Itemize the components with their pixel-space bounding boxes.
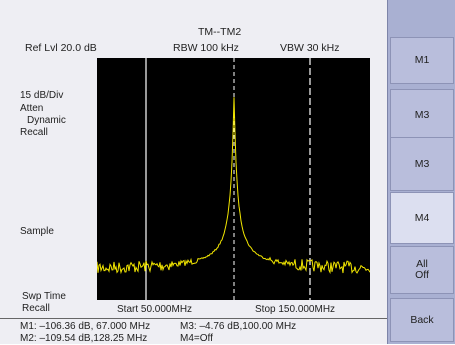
readout-divider	[0, 318, 387, 319]
sweep-time-label: Swp Time	[22, 291, 66, 302]
marker-m1-readout: M1: –106.36 dB, 67.000 MHz	[20, 321, 151, 332]
reference-level: Ref Lvl 20.0 dB	[25, 42, 97, 54]
softkey-label: M3	[414, 157, 430, 170]
softkey-m4[interactable]: M4	[390, 192, 454, 244]
atten-mode: Dynamic	[27, 115, 66, 126]
spectrum-trace-svg	[97, 58, 370, 300]
scale-per-division: 15 dB/Div	[20, 90, 64, 101]
atten-recall: Recall	[20, 127, 48, 138]
marker-m3-readout: M3: –4.76 dB,100.00 MHz	[180, 321, 297, 332]
spectrum-plot	[97, 58, 370, 300]
softkey-panel: M1 M3 M3 M4 All Off Back	[387, 0, 455, 344]
atten-label: Atten	[20, 103, 44, 114]
softkey-m3[interactable]: M3	[390, 89, 454, 142]
spectrum-trace	[97, 97, 370, 275]
softkey-m1[interactable]: M1	[390, 37, 454, 84]
start-frequency: Start 50.000MHz	[117, 304, 193, 315]
detector-mode: Sample	[20, 226, 54, 237]
marker-m2-readout: M2: –109.54 dB,128.25 MHz	[20, 333, 148, 344]
softkey-all-off[interactable]: All Off	[390, 246, 454, 294]
softkey-label: Back	[410, 313, 434, 326]
stop-frequency: Stop 150.000MHz	[255, 304, 336, 315]
display-area: TM--TM2 Ref Lvl 20.0 dB RBW 100 kHz VBW …	[0, 0, 387, 344]
softkey-back[interactable]: Back	[390, 298, 454, 342]
softkey-label: M4	[414, 211, 430, 224]
softkey-label: M3	[414, 109, 430, 121]
softkey-label: All Off	[415, 258, 429, 281]
sweep-time-recall: Recall	[22, 303, 50, 314]
trace-title: TM--TM2	[198, 26, 242, 38]
resolution-bandwidth: RBW 100 kHz	[173, 42, 239, 54]
video-bandwidth: VBW 30 kHz	[280, 42, 340, 54]
softkey-m3-second[interactable]: M3	[390, 137, 454, 191]
softkey-label: M1	[414, 54, 430, 66]
marker-m4-readout: M4=Off	[180, 333, 213, 344]
